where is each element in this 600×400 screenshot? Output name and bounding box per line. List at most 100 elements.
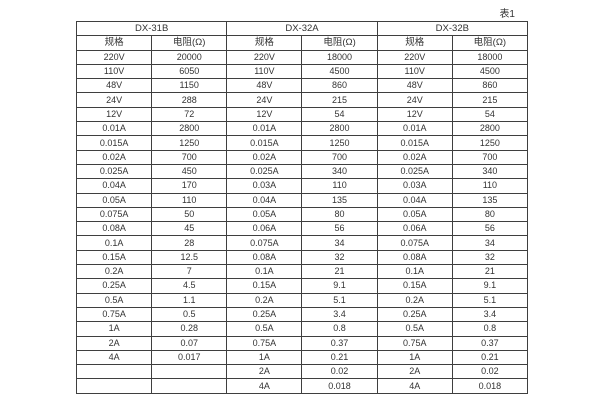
resistance-cell: 5.1 xyxy=(301,292,378,308)
spec-cell: 2A xyxy=(376,364,453,380)
resistance-cell: 80 xyxy=(301,206,378,223)
resistance-cell: 340 xyxy=(451,163,529,180)
table-caption: 表1 xyxy=(499,9,515,20)
spec-column-header: 规格 xyxy=(75,35,153,51)
resistance-cell: 860 xyxy=(451,78,529,94)
spec-cell: 0.06A xyxy=(376,221,453,237)
resistance-cell: 110 xyxy=(301,178,378,194)
resistance-cell: 3.4 xyxy=(301,306,378,323)
resistance-cell: 12.5 xyxy=(151,249,228,266)
resistance-cell: 0.5 xyxy=(151,306,228,323)
resistance-cell: 0.21 xyxy=(451,349,529,366)
spec-cell: 12V xyxy=(75,106,153,123)
table-row: 0.075A 50 0.05A 80 0.05A 80 xyxy=(75,206,529,223)
spec-column-header: 规格 xyxy=(226,35,303,51)
spec-cell: 0.05A xyxy=(75,192,153,208)
resistance-cell: 4500 xyxy=(301,63,378,80)
spec-cell: 0.5A xyxy=(75,292,153,308)
spec-cell: 110V xyxy=(376,63,453,80)
resistance-cell: 34 xyxy=(301,235,378,251)
spec-cell: 0.08A xyxy=(376,249,453,266)
resistance-cell: 170 xyxy=(151,178,228,194)
resistance-cell: 0.018 xyxy=(301,378,378,394)
resistance-cell: 4.5 xyxy=(151,278,228,294)
spec-cell: 4A xyxy=(75,349,153,366)
spec-cell: 0.02A xyxy=(376,149,453,165)
spec-cell: 0.25A xyxy=(75,278,153,294)
resistance-cell: 32 xyxy=(451,249,529,266)
spec-cell: 12V xyxy=(376,106,453,123)
resistance-cell: 700 xyxy=(151,149,228,165)
spec-cell: 0.05A xyxy=(376,206,453,223)
resistance-cell: 288 xyxy=(151,92,228,108)
spec-cell: 0.04A xyxy=(75,178,153,194)
resistance-cell: 0.02 xyxy=(451,364,529,380)
group-title-dx32a: DX-32A xyxy=(226,20,378,37)
table-row: 110V 6050 110V 4500 110V 4500 xyxy=(75,63,529,80)
spec-column-header: 规格 xyxy=(376,35,453,51)
resistance-cell: 9.1 xyxy=(301,278,378,294)
table-row: 24V 288 24V 215 24V 215 xyxy=(75,92,529,108)
spec-cell: 0.15A xyxy=(75,249,153,266)
table-body: 220V 20000 220V 18000 220V 18000 110V 6050 110V 4… xyxy=(75,49,529,394)
table-row: 12V 72 12V 54 12V 54 xyxy=(75,106,529,123)
resistance-cell: 54 xyxy=(451,106,529,123)
resistance-cell: 215 xyxy=(301,92,378,108)
resistance-cell: 32 xyxy=(301,249,378,266)
spec-cell: 0.025A xyxy=(226,163,303,180)
resistance-cell: 18000 xyxy=(301,49,378,65)
column-header-row: 规格 电阻(Ω) 规格 电阻(Ω) 规格 电阻(Ω) xyxy=(75,35,529,51)
resistance-cell: 56 xyxy=(451,221,529,237)
resistance-cell: 0.37 xyxy=(451,335,529,351)
spec-cell: 0.075A xyxy=(75,206,153,223)
spec-cell: 110V xyxy=(75,63,153,80)
spec-cell: 0.075A xyxy=(376,235,453,251)
table-row: 4A 0.017 1A 0.21 1A 0.21 xyxy=(75,349,529,366)
spec-cell: 4A xyxy=(226,378,303,394)
resistance-cell: 4500 xyxy=(451,63,529,80)
resistance-cell: 34 xyxy=(451,235,529,251)
resistance-cell: 45 xyxy=(151,221,228,237)
table-row: 0.05A 110 0.04A 135 0.04A 135 xyxy=(75,192,529,208)
resistance-cell: 700 xyxy=(451,149,529,165)
resistance-cell: 1150 xyxy=(151,78,228,94)
spec-cell: 48V xyxy=(376,78,453,94)
resistance-cell: 450 xyxy=(151,163,228,180)
spec-cell: 12V xyxy=(226,106,303,123)
spec-cell: 0.025A xyxy=(75,163,153,180)
spec-cell: 0.03A xyxy=(376,178,453,194)
table-row: 4A 0.018 4A 0.018 xyxy=(75,378,529,394)
resistance-cell: 2800 xyxy=(301,121,378,137)
resistance-cell: 135 xyxy=(451,192,529,208)
resistance-cell: 1250 xyxy=(301,135,378,151)
resistance-cell: 1250 xyxy=(151,135,228,151)
resistance-cell: 21 xyxy=(451,264,529,280)
spec-cell: 220V xyxy=(376,49,453,65)
spec-cell: 0.75A xyxy=(75,306,153,323)
spec-cell: 0.25A xyxy=(376,306,453,323)
table-row: 220V 20000 220V 18000 220V 18000 xyxy=(75,49,529,65)
spec-cell: 0.04A xyxy=(226,192,303,208)
spec-cell: 0.25A xyxy=(226,306,303,323)
spec-cell: 2A xyxy=(75,335,153,351)
resistance-cell: 1.1 xyxy=(151,292,228,308)
resistance-column-header: 电阻(Ω) xyxy=(451,35,529,51)
table-row: 0.1A 28 0.075A 34 0.075A 34 xyxy=(75,235,529,251)
spec-cell: 0.02A xyxy=(75,149,153,165)
table-row: 0.02A 700 0.02A 700 0.02A 700 xyxy=(75,149,529,165)
resistance-cell: 0.017 xyxy=(151,349,228,366)
spec-cell: 48V xyxy=(75,78,153,94)
table-row: 0.25A 4.5 0.15A 9.1 0.15A 9.1 xyxy=(75,278,529,294)
resistance-cell: 7 xyxy=(151,264,228,280)
resistance-cell: 2800 xyxy=(451,121,529,137)
resistance-cell: 0.8 xyxy=(301,321,378,337)
resistance-cell: 0.07 xyxy=(151,335,228,351)
spec-cell: 0.1A xyxy=(226,264,303,280)
spec-cell: 0.015A xyxy=(75,135,153,151)
spec-cell: 0.01A xyxy=(376,121,453,137)
spec-cell: 110V xyxy=(226,63,303,80)
group-title-row: DX-31B DX-32A DX-32B xyxy=(75,20,529,37)
spec-cell: 1A xyxy=(75,321,153,337)
resistance-cell: 18000 xyxy=(451,49,529,65)
resistance-cell: 0.018 xyxy=(451,378,529,394)
